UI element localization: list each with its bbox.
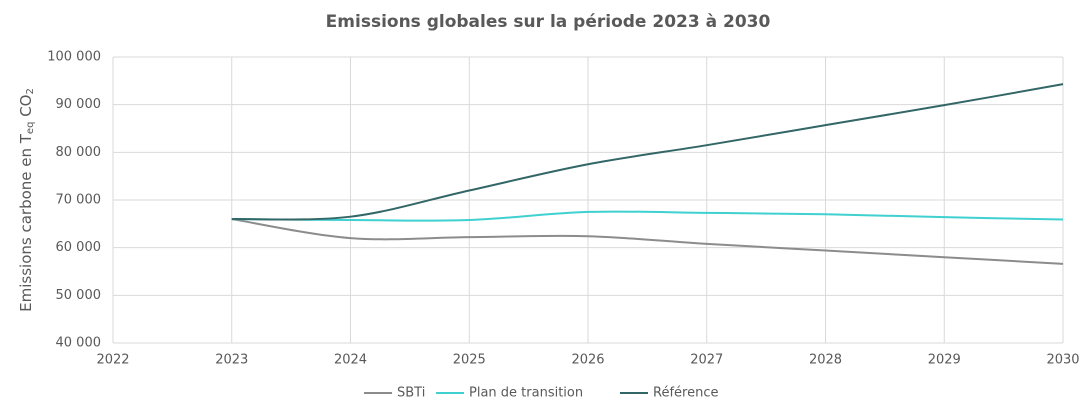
y-tick-label: 60 000	[56, 240, 102, 255]
y-tick-label: 70 000	[56, 193, 102, 208]
y-label-part: Emissions carbone en T	[17, 133, 35, 312]
x-tick-label: 2022	[96, 353, 129, 368]
y-tick-label: 40 000	[56, 336, 102, 351]
legend-label: Plan de transition	[469, 386, 583, 400]
line-series	[231, 218, 1064, 265]
y-label-part: CO	[17, 95, 35, 122]
y-tick-label: 80 000	[56, 145, 102, 160]
x-tick-label: 2030	[1046, 353, 1079, 368]
y-label-sub: 2	[25, 88, 36, 94]
x-tick-label: 2024	[334, 353, 367, 368]
chart-title: Emissions globales sur la période 2023 à…	[326, 12, 771, 32]
y-tick-label: 90 000	[56, 97, 102, 112]
y-axis-label: Emissions carbone en Teq CO2	[17, 88, 37, 312]
y-tick-label: 50 000	[56, 288, 102, 303]
y-label-sub: eq	[25, 122, 36, 135]
x-tick-label: 2029	[928, 353, 961, 368]
x-tick-label: 2027	[690, 353, 723, 368]
legend-label: Référence	[653, 386, 718, 400]
line-series	[231, 210, 1064, 222]
x-tick-label: 2028	[809, 353, 842, 368]
x-tick-label: 2026	[571, 353, 604, 368]
line-series	[231, 83, 1064, 221]
y-tick-label: 100 000	[47, 50, 101, 65]
x-tick-label: 2023	[215, 353, 248, 368]
legend-label: SBTi	[397, 386, 425, 400]
x-tick-label: 2025	[453, 353, 486, 368]
